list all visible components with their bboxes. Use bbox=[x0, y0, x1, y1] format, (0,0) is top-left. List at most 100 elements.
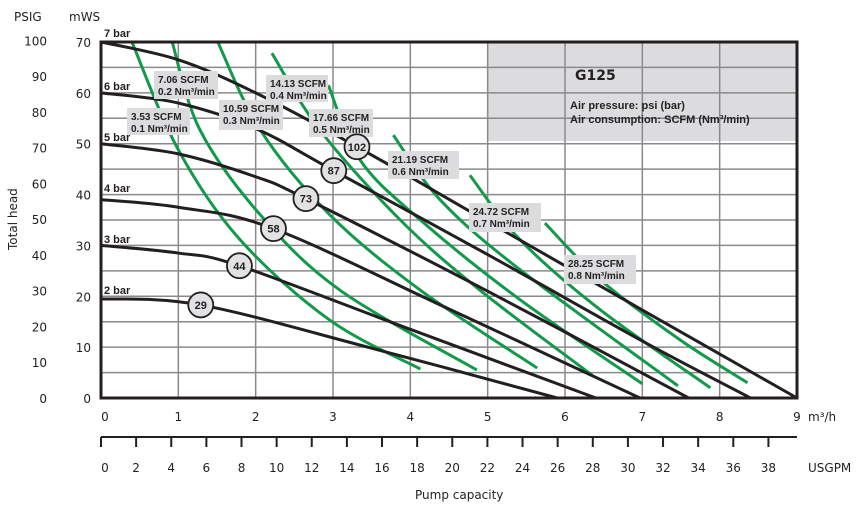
air-label-nm3: 0.3 Nm³/min bbox=[223, 116, 280, 127]
flow-marker bbox=[320, 157, 348, 185]
pressure-line bbox=[100, 243, 597, 400]
mws-tick-label: 10 bbox=[76, 341, 91, 355]
x-axis-label: Pump capacity bbox=[415, 488, 503, 502]
flow-marker-label: 73 bbox=[300, 194, 312, 206]
air-label-nm3: 0.2 Nm³/min bbox=[158, 87, 215, 98]
usgpm-tick-label: 2 bbox=[132, 461, 140, 475]
mws-tick-label: 50 bbox=[76, 138, 91, 152]
usgpm-tick-label: 16 bbox=[374, 461, 389, 475]
mws-tick-label: 70 bbox=[76, 36, 91, 50]
flow-marker-label: 58 bbox=[267, 224, 279, 236]
pressure-label: 3 bar bbox=[104, 234, 131, 246]
air-label-nm3: 0.5 Nm³/min bbox=[313, 125, 370, 136]
x-tick-label: 9 bbox=[793, 410, 801, 424]
x-tick-label: 3 bbox=[329, 410, 337, 424]
air-label-nm3: 0.4 Nm³/min bbox=[270, 91, 327, 102]
usgpm-tick-label: 20 bbox=[445, 461, 460, 475]
flow-marker bbox=[292, 185, 320, 213]
axes: 0 1 2 3 4 5 6 7 8 90 2 4 6 8 10 12 14 16 18 20 22 24 26 28 30 32 3… bbox=[24, 34, 801, 475]
flow-marker-label: 87 bbox=[328, 166, 340, 178]
pressure-label: 2 bar bbox=[104, 285, 131, 297]
y-unit-psig: PSIG bbox=[14, 10, 42, 24]
air-label-box bbox=[469, 203, 541, 232]
air-label-box bbox=[154, 71, 218, 99]
x-unit-m3h: m³/h bbox=[808, 410, 836, 424]
usgpm-tick-label: 18 bbox=[410, 461, 425, 475]
psig-tick-label: 40 bbox=[32, 249, 47, 263]
x-tick-label: 5 bbox=[484, 410, 492, 424]
usgpm-tick-label: 14 bbox=[339, 461, 354, 475]
pressure-line bbox=[100, 297, 558, 400]
usgpm-tick-label: 34 bbox=[691, 461, 706, 475]
mws-tick-label: 20 bbox=[76, 290, 91, 304]
air-label-scfm: 3.53 SCFM bbox=[131, 112, 182, 123]
legend-note-air: Air consumption: SCFM (Nm³/min) bbox=[570, 114, 750, 126]
pressure-label: 4 bar bbox=[104, 183, 131, 195]
usgpm-tick-label: 38 bbox=[761, 461, 776, 475]
flow-marker bbox=[187, 291, 215, 319]
psig-tick-label: 80 bbox=[32, 106, 47, 120]
x-tick-label: 0 bbox=[101, 410, 109, 424]
usgpm-tick-label: 0 bbox=[101, 461, 109, 475]
air-label-scfm: 17.66 SCFM bbox=[313, 113, 369, 124]
air-label-box bbox=[266, 75, 328, 102]
usgpm-tick-label: 4 bbox=[167, 461, 175, 475]
x-tick-label: 7 bbox=[639, 410, 647, 424]
flow-marker-label: 102 bbox=[348, 142, 366, 154]
chart-title: G125 bbox=[575, 68, 616, 84]
mws-tick-label: 30 bbox=[76, 239, 91, 253]
flow-marker-label: 29 bbox=[195, 300, 207, 312]
x-tick-label: 6 bbox=[561, 410, 569, 424]
air-label-box bbox=[388, 151, 459, 179]
air-label-box bbox=[309, 109, 373, 137]
psig-tick-label: 70 bbox=[32, 142, 47, 156]
usgpm-tick-label: 24 bbox=[515, 461, 530, 475]
pressure-label: 6 bar bbox=[104, 81, 131, 93]
flow-marker bbox=[260, 215, 287, 243]
mws-tick-label: 40 bbox=[76, 189, 91, 203]
psig-tick-label: 50 bbox=[32, 213, 47, 227]
y-axis-label: Total head bbox=[6, 188, 20, 251]
mws-tick-label: 0 bbox=[83, 392, 91, 406]
usgpm-tick-label: 30 bbox=[620, 461, 635, 475]
usgpm-tick-label: 26 bbox=[550, 461, 565, 475]
air-label-scfm: 7.06 SCFM bbox=[158, 75, 209, 86]
x-tick-label: 8 bbox=[716, 410, 724, 424]
psig-tick-label: 10 bbox=[32, 356, 47, 370]
air-label-scfm: 24.72 SCFM bbox=[473, 207, 529, 218]
usgpm-tick-label: 6 bbox=[203, 461, 211, 475]
mws-tick-label: 60 bbox=[76, 87, 91, 101]
flow-marker-label: 44 bbox=[233, 261, 246, 273]
psig-tick-label: 100 bbox=[24, 34, 47, 48]
y-unit-mws: mWS bbox=[69, 10, 100, 24]
air-label-scfm: 10.59 SCFM bbox=[223, 104, 279, 115]
air-label-scfm: 14.13 SCFM bbox=[270, 79, 326, 90]
usgpm-tick-label: 12 bbox=[304, 461, 319, 475]
x-tick-label: 1 bbox=[175, 410, 183, 424]
usgpm-tick-label: 8 bbox=[238, 461, 246, 475]
x-unit-usgpm: USGPM bbox=[808, 461, 851, 475]
psig-tick-label: 30 bbox=[32, 285, 47, 299]
plot-frame bbox=[99, 40, 799, 400]
psig-tick-label: 60 bbox=[32, 177, 47, 191]
x-tick-label: 2 bbox=[252, 410, 260, 424]
air-label-nm3: 0.7 Nm³/min bbox=[473, 219, 530, 230]
usgpm-tick-label: 22 bbox=[480, 461, 495, 475]
flow-markers: 29 44 58 73 87 102 bbox=[187, 133, 371, 319]
psig-tick-label: 90 bbox=[32, 70, 47, 84]
air-consumption-line bbox=[543, 222, 749, 385]
air-label-nm3: 0.6 Nm³/min bbox=[392, 167, 449, 178]
pressure-line bbox=[100, 91, 752, 400]
psig-tick-label: 20 bbox=[32, 320, 47, 334]
usgpm-tick-label: 28 bbox=[585, 461, 600, 475]
air-label-nm3: 0.8 Nm³/min bbox=[568, 271, 625, 282]
pressure-line bbox=[100, 198, 641, 400]
air-label-nm3: 0.1 Nm³/min bbox=[131, 124, 188, 135]
air-label-box bbox=[127, 108, 190, 135]
air-consumption-line bbox=[270, 52, 593, 377]
usgpm-tick-label: 10 bbox=[269, 461, 284, 475]
x-tick-label: 4 bbox=[407, 410, 415, 424]
pressure-label: 7 bar bbox=[104, 28, 131, 40]
